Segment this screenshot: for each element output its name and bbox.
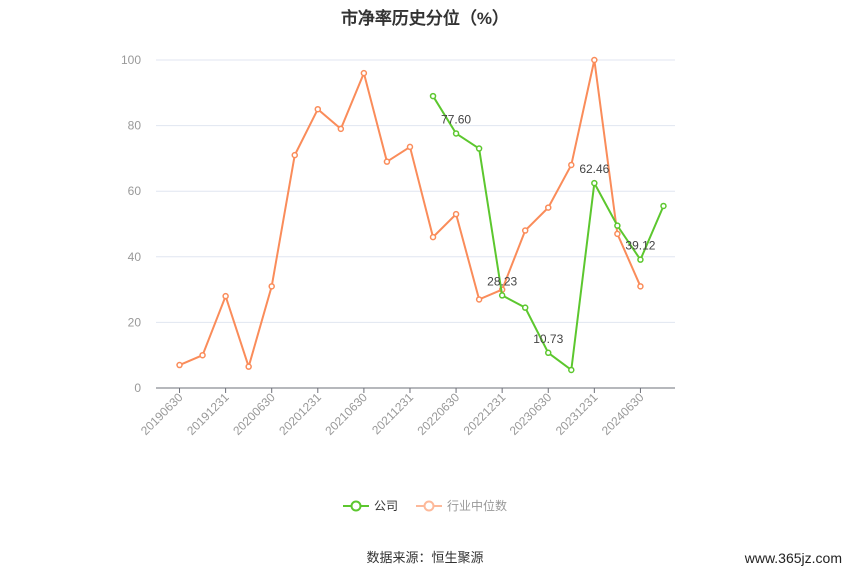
series-line-1 xyxy=(179,59,642,371)
data-point xyxy=(568,366,575,374)
data-point xyxy=(429,233,437,241)
data-point xyxy=(268,283,275,290)
data-point xyxy=(245,363,252,370)
data-point xyxy=(406,143,414,151)
data-point xyxy=(360,69,368,77)
data-point xyxy=(637,283,644,290)
series-line-0 xyxy=(432,95,665,372)
data-point xyxy=(199,351,206,359)
watermark: www.365jz.com xyxy=(744,550,842,566)
data-label: 10.73 xyxy=(533,332,563,346)
data-point xyxy=(337,125,345,133)
data-label: 28.23 xyxy=(487,274,517,288)
data-point xyxy=(176,361,183,369)
data-point xyxy=(222,292,229,300)
data-point xyxy=(475,145,483,152)
legend: 公司 行业中位数 xyxy=(0,497,850,514)
x-tick-label: 20200630 xyxy=(230,390,278,438)
y-tick-label: 40 xyxy=(128,250,142,264)
y-tick-label: 20 xyxy=(128,315,142,329)
y-tick-label: 0 xyxy=(134,381,141,395)
x-tick-label: 20201231 xyxy=(276,390,324,438)
data-point xyxy=(383,158,391,165)
data-point xyxy=(545,204,552,211)
data-point xyxy=(660,202,667,210)
data-point xyxy=(475,296,483,303)
data-point xyxy=(545,349,552,357)
x-tick-label: 20240630 xyxy=(599,390,647,438)
legend-marker-company-icon xyxy=(342,500,369,511)
data-point xyxy=(314,105,322,113)
data-point xyxy=(591,179,598,187)
data-label: 39.12 xyxy=(625,239,655,253)
data-point xyxy=(521,227,529,234)
data-point xyxy=(568,161,575,169)
x-tick-label: 20220630 xyxy=(415,390,463,438)
data-point xyxy=(637,256,644,263)
data-point xyxy=(452,210,460,218)
data-source: 数据来源：恒生聚源 xyxy=(366,550,484,565)
data-point xyxy=(498,292,506,299)
chart-title: 市净率历史分位（%） xyxy=(340,9,510,28)
y-tick-label: 60 xyxy=(128,184,142,198)
data-point xyxy=(614,222,621,229)
legend-item-company[interactable]: 公司 xyxy=(342,497,398,514)
legend-marker-industry-icon xyxy=(416,500,442,511)
data-point xyxy=(521,304,529,311)
x-tick-label: 20191231 xyxy=(184,390,232,438)
x-tick-label: 20230630 xyxy=(507,390,555,438)
x-tick-label: 20231231 xyxy=(553,390,601,438)
x-tick-label: 20211231 xyxy=(369,390,416,437)
y-tick-label: 100 xyxy=(121,53,141,67)
data-label: 77.60 xyxy=(441,112,471,126)
legend-item-industry[interactable]: 行业中位数 xyxy=(416,497,507,514)
data-point xyxy=(452,130,460,137)
data-label: 62.46 xyxy=(579,162,609,176)
data-point xyxy=(291,151,298,159)
x-tick-label: 20221231 xyxy=(461,390,509,438)
data-point xyxy=(429,92,437,100)
x-tick-label: 20210630 xyxy=(322,390,370,438)
data-point xyxy=(591,56,598,64)
y-tick-label: 80 xyxy=(128,119,142,133)
legend-label-company: 公司 xyxy=(373,499,398,513)
x-tick-label: 20190630 xyxy=(138,390,186,438)
legend-label-industry: 行业中位数 xyxy=(447,499,508,513)
data-point xyxy=(614,230,621,238)
